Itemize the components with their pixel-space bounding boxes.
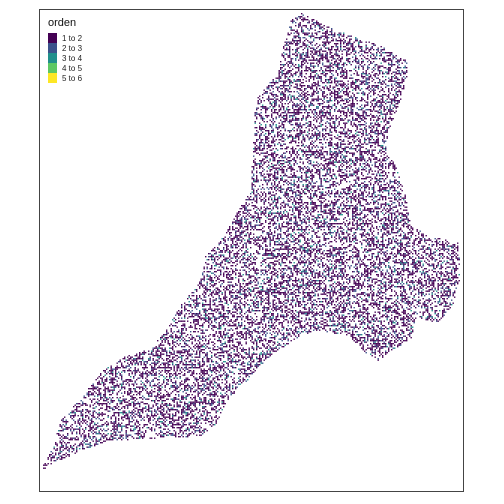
- legend-label: 3 to 4: [62, 53, 83, 63]
- legend-label: 1 to 2: [62, 33, 83, 43]
- legend-swatch: [48, 73, 57, 83]
- legend-item: 1 to 2: [48, 33, 82, 43]
- stream-network-map: [40, 12, 460, 470]
- legend-title: orden: [48, 17, 77, 29]
- legend-label: 2 to 3: [62, 43, 83, 53]
- legend-swatch: [48, 63, 57, 73]
- legend-item: 5 to 6: [48, 73, 82, 83]
- legend-item: 4 to 5: [48, 63, 82, 73]
- legend-label: 5 to 6: [62, 73, 83, 83]
- legend-label: 4 to 5: [62, 63, 83, 73]
- legend-swatch: [48, 33, 57, 43]
- map-frame: [39, 9, 464, 492]
- legend-swatch: [48, 43, 57, 53]
- legend-swatch: [48, 53, 57, 63]
- legend-item: 2 to 3: [48, 43, 82, 53]
- legend-item: 3 to 4: [48, 53, 82, 63]
